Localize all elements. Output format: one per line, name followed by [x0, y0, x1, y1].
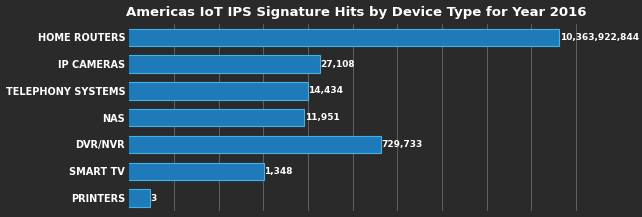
Text: 10,363,922,844: 10,363,922,844 [560, 33, 639, 42]
Text: 27,108: 27,108 [320, 60, 354, 69]
Bar [0, 29, 559, 46]
Bar [0, 82, 308, 100]
Bar [0, 189, 150, 207]
Bar [0, 109, 304, 126]
Text: 11,951: 11,951 [305, 113, 340, 122]
Bar [0, 163, 264, 180]
Bar [0, 136, 381, 153]
Text: 3: 3 [150, 194, 157, 202]
Bar [0, 55, 320, 73]
Title: Americas IoT IPS Signature Hits by Device Type for Year 2016: Americas IoT IPS Signature Hits by Devic… [126, 6, 586, 19]
Text: 1,348: 1,348 [264, 167, 293, 176]
Text: 729,733: 729,733 [381, 140, 422, 149]
Text: 14,434: 14,434 [308, 86, 343, 95]
